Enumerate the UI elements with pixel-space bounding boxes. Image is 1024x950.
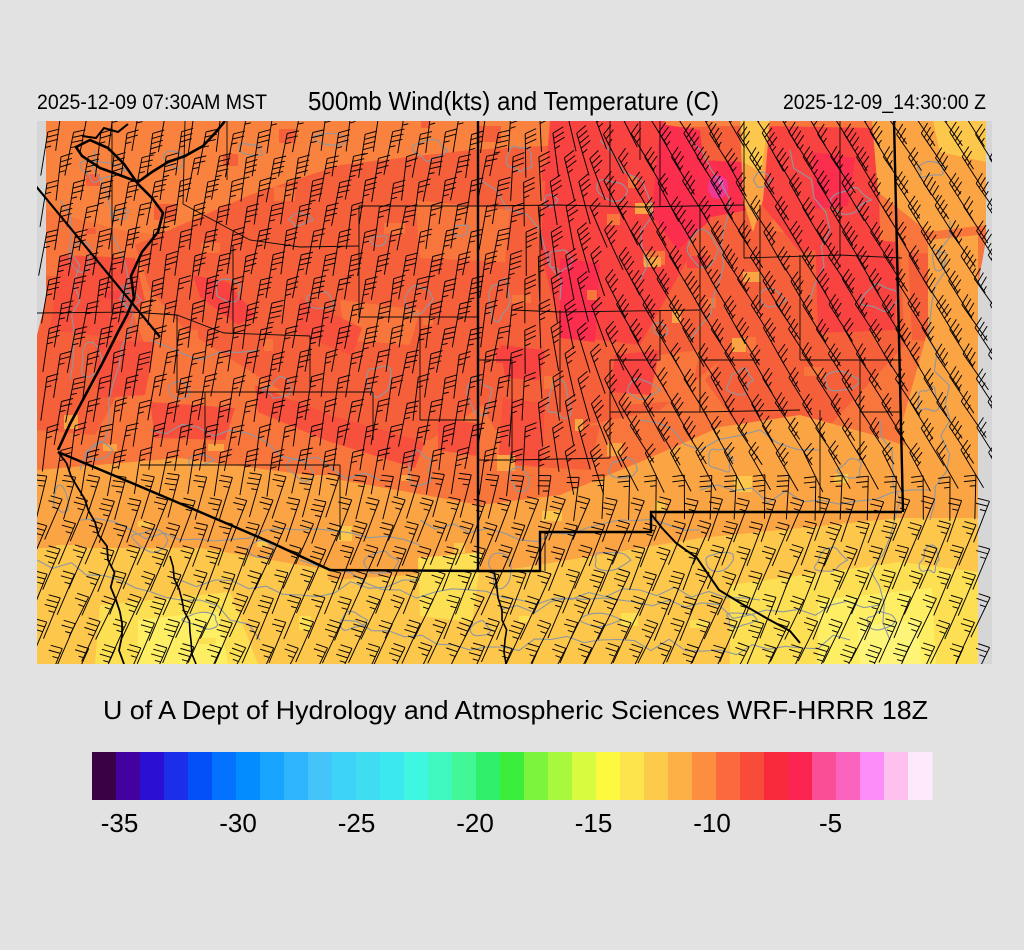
svg-text:-5: -5 [819, 808, 842, 838]
svg-text:-30: -30 [219, 808, 257, 838]
svg-text:2025-12-09_14:30:00 Z: 2025-12-09_14:30:00 Z [783, 91, 986, 114]
svg-text:500mb Wind(kts) and Temperatur: 500mb Wind(kts) and Temperature (C) [308, 86, 719, 116]
svg-text:U of A Dept of Hydrology and A: U of A Dept of Hydrology and Atmospheric… [103, 695, 928, 725]
svg-text:-25: -25 [338, 808, 376, 838]
svg-text:-15: -15 [575, 808, 613, 838]
svg-text:-20: -20 [456, 808, 494, 838]
svg-text:-35: -35 [101, 808, 139, 838]
svg-text:2025-12-09 07:30AM MST: 2025-12-09 07:30AM MST [37, 90, 267, 114]
svg-text:-10: -10 [693, 808, 731, 838]
